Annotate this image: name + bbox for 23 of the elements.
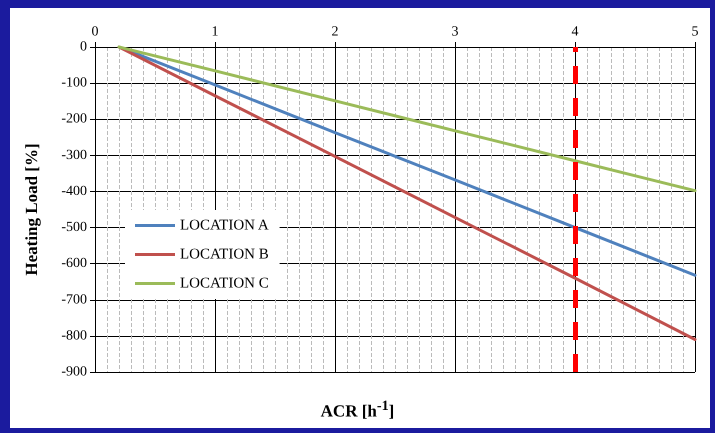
y-tick-label: -400: [61, 184, 87, 199]
x-tick-label: 3: [452, 24, 458, 40]
legend-label: LOCATION B: [180, 246, 269, 262]
y-tick-label: 0: [80, 40, 87, 54]
y-tick-label: -700: [61, 292, 87, 308]
x-tick-label: 4: [572, 24, 578, 40]
x-axis-title: ACR [h$^{-1}$]: [320, 398, 396, 422]
y-tick-label: -300: [61, 148, 87, 163]
y-tick-label: -200: [61, 112, 87, 127]
line-series: [118, 46, 696, 192]
legend-label: LOCATION A: [180, 218, 269, 234]
line-series: [118, 46, 696, 341]
y-axis-title: Heating Load [%]: [22, 143, 41, 276]
x-tick-label: 2: [332, 24, 338, 40]
legend-label: LOCATION C: [180, 276, 269, 292]
y-tick-label: -500: [61, 220, 87, 236]
y-tick-label: -800: [61, 328, 87, 344]
x-tick-label: 5: [692, 24, 698, 40]
x-tick-label: 0: [92, 24, 98, 40]
y-tick-label: -100: [61, 76, 87, 91]
y-tick-label: -600: [61, 256, 87, 272]
y-tick-label: -900: [61, 364, 87, 380]
x-tick-label: 1: [212, 24, 218, 40]
